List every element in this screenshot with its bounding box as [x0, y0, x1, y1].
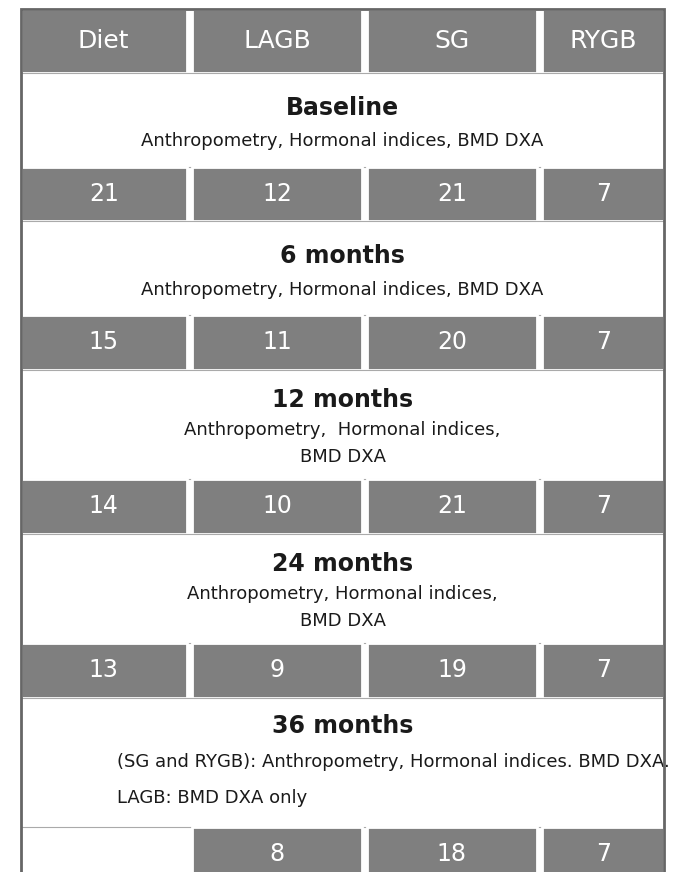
- Text: 18: 18: [437, 842, 467, 866]
- Text: 15: 15: [88, 330, 119, 354]
- Text: SG: SG: [434, 29, 469, 53]
- Bar: [192, 643, 362, 698]
- Bar: [367, 9, 536, 73]
- Text: Anthropometry, Hormonal indices,: Anthropometry, Hormonal indices,: [187, 584, 498, 603]
- Text: RYGB: RYGB: [569, 29, 637, 53]
- Text: 11: 11: [262, 330, 292, 354]
- Bar: [192, 167, 362, 221]
- Bar: [192, 9, 362, 73]
- Bar: [542, 9, 664, 73]
- Text: BMD DXA: BMD DXA: [299, 448, 386, 466]
- Text: 9: 9: [269, 658, 284, 682]
- Bar: [192, 315, 362, 370]
- Text: 7: 7: [596, 182, 611, 206]
- Bar: [21, 221, 664, 315]
- Text: Anthropometry, Hormonal indices, BMD DXA: Anthropometry, Hormonal indices, BMD DXA: [141, 133, 544, 150]
- Text: LAGB: BMD DXA only: LAGB: BMD DXA only: [117, 789, 308, 807]
- Text: (SG and RYGB): Anthropometry, Hormonal indices. BMD DXA.: (SG and RYGB): Anthropometry, Hormonal i…: [117, 753, 670, 771]
- Bar: [367, 167, 536, 221]
- Bar: [21, 534, 664, 643]
- Text: 24 months: 24 months: [272, 552, 413, 576]
- Text: 12 months: 12 months: [272, 388, 413, 412]
- Text: 21: 21: [437, 182, 467, 206]
- Bar: [21, 9, 187, 73]
- Bar: [21, 479, 187, 534]
- Bar: [21, 698, 664, 827]
- Bar: [367, 479, 536, 534]
- Text: 19: 19: [437, 658, 467, 682]
- Text: BMD DXA: BMD DXA: [299, 612, 386, 630]
- Bar: [21, 315, 187, 370]
- Text: 6 months: 6 months: [280, 244, 405, 268]
- Bar: [21, 370, 664, 479]
- Text: LAGB: LAGB: [243, 29, 311, 53]
- Text: Anthropometry, Hormonal indices, BMD DXA: Anthropometry, Hormonal indices, BMD DXA: [141, 281, 544, 298]
- Text: 21: 21: [437, 494, 467, 518]
- Text: 7: 7: [596, 658, 611, 682]
- Bar: [192, 479, 362, 534]
- Bar: [21, 167, 187, 221]
- Text: 36 months: 36 months: [272, 714, 413, 738]
- Text: Diet: Diet: [78, 29, 129, 53]
- Text: Anthropometry,  Hormonal indices,: Anthropometry, Hormonal indices,: [184, 420, 501, 439]
- Bar: [367, 827, 536, 872]
- Text: 21: 21: [89, 182, 119, 206]
- Bar: [542, 167, 664, 221]
- Text: 20: 20: [437, 330, 467, 354]
- Text: 7: 7: [596, 330, 611, 354]
- Bar: [367, 315, 536, 370]
- Bar: [21, 73, 664, 167]
- Text: 12: 12: [262, 182, 292, 206]
- Text: 7: 7: [596, 494, 611, 518]
- Text: 8: 8: [269, 842, 284, 866]
- Text: 13: 13: [89, 658, 119, 682]
- Bar: [542, 315, 664, 370]
- Text: Baseline: Baseline: [286, 96, 399, 119]
- Text: 10: 10: [262, 494, 292, 518]
- Text: 7: 7: [596, 842, 611, 866]
- Bar: [367, 643, 536, 698]
- Bar: [542, 643, 664, 698]
- Bar: [192, 827, 362, 872]
- Bar: [21, 643, 187, 698]
- Text: 14: 14: [89, 494, 119, 518]
- Bar: [542, 827, 664, 872]
- Bar: [542, 479, 664, 534]
